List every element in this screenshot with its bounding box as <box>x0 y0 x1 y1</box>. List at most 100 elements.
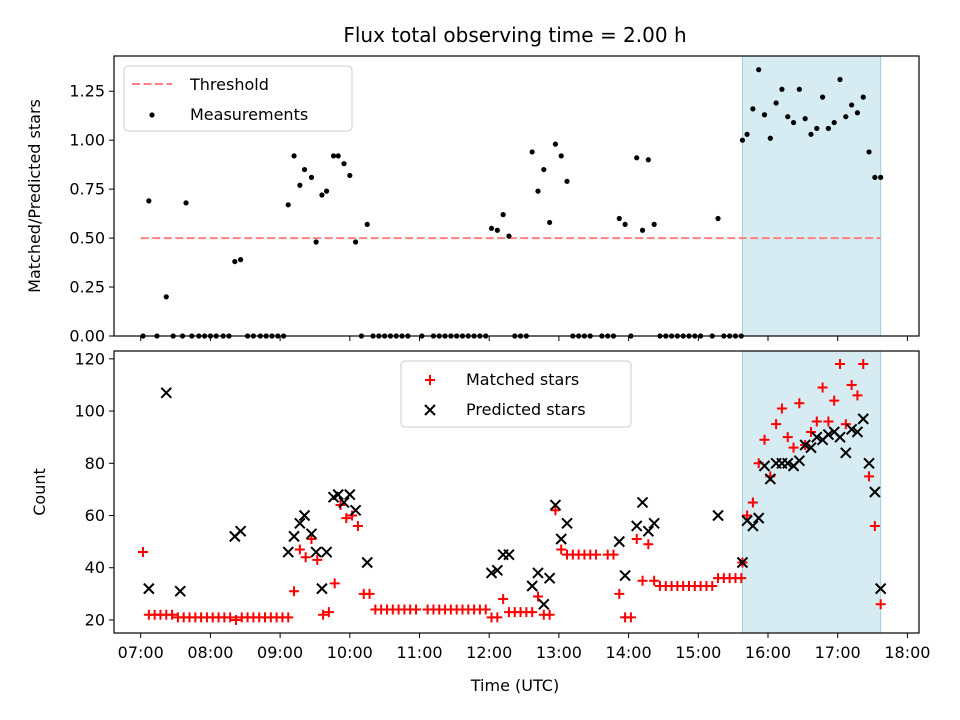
matched-star-point <box>138 547 149 558</box>
measurement-point <box>323 188 330 194</box>
matched-star-point <box>283 612 294 623</box>
predicted-star-point <box>793 454 806 467</box>
predicted-star-point <box>851 426 864 438</box>
x-axis-label: Time (UTC) <box>470 676 559 695</box>
bottom-legend-box <box>400 360 632 428</box>
matched-star-point <box>323 607 334 618</box>
bottom-y-tick-label: 120 <box>74 349 105 368</box>
predicted-star-point <box>799 439 811 451</box>
matched-star-point <box>864 471 875 482</box>
matched-star-point <box>544 609 555 620</box>
predicted-star-point <box>174 585 186 597</box>
legend-measurements-swatch <box>149 112 155 118</box>
bottom-y-axis-label: Count <box>30 468 49 516</box>
measurement-point <box>488 225 495 231</box>
x-tick-label: 16:00 <box>745 643 791 662</box>
x-tick-label: 17:00 <box>815 643 861 662</box>
measurement-point <box>849 102 855 108</box>
top-axes-frame <box>113 55 920 337</box>
measurement-point <box>313 239 319 245</box>
matched-star-point <box>411 604 422 615</box>
measurement-point <box>285 202 291 208</box>
measurement-point <box>779 86 785 92</box>
measurement-point <box>529 149 535 155</box>
top-panel: 0.00 0.25 0.50 0.75 1.00 1.25 Matched/Predicte… <box>25 55 920 346</box>
predicted-star-point <box>561 517 573 530</box>
measurement-point <box>796 86 802 92</box>
measurement-point <box>639 227 646 233</box>
measurement-point <box>297 182 303 188</box>
bottom-y-tick-label: 100 <box>74 402 105 421</box>
matched-star-point <box>782 432 793 443</box>
predicted-star-point <box>344 488 356 501</box>
predicted-star-point <box>834 431 846 443</box>
matched-star-point <box>858 359 869 370</box>
top-y-tick-label: 1.00 <box>69 131 105 150</box>
matched-star-point <box>352 520 363 531</box>
measurement-point <box>761 112 768 118</box>
matched-star-point <box>608 549 619 560</box>
measurement-point <box>494 227 500 233</box>
matched-star-point <box>550 505 561 516</box>
predicted-star-point <box>485 567 498 579</box>
bottom-axes-frame <box>113 350 920 634</box>
matched-star-point <box>625 612 636 623</box>
measurement-point <box>750 106 756 112</box>
measurement-point <box>715 215 721 222</box>
matched-star-point <box>306 534 317 544</box>
predicted-star-point <box>642 525 655 537</box>
predicted-star-point <box>840 447 852 459</box>
predicted-star-point <box>234 525 247 537</box>
predicted-star-point <box>549 499 562 511</box>
predicted-star-point <box>320 546 333 558</box>
measurement-point <box>558 153 564 159</box>
matched-star-point <box>736 573 747 584</box>
predicted-star-point <box>332 488 344 501</box>
matched-star-point <box>347 510 358 521</box>
top-y-tick-label: 0.00 <box>69 327 105 346</box>
legend-predicted-label: Predicted stars <box>466 400 586 419</box>
top-highlight-span <box>741 55 882 337</box>
matched-star-point <box>776 403 787 414</box>
predicted-star-point <box>631 520 643 532</box>
measurement-point <box>146 198 152 204</box>
measurement-point <box>319 192 325 198</box>
measurement-point <box>564 178 570 184</box>
x-tick-label: 08:00 <box>187 643 233 662</box>
matched-star-point <box>835 359 846 370</box>
predicted-star-point <box>538 598 550 610</box>
measurement-point <box>860 94 866 100</box>
measurement-point <box>802 116 808 122</box>
matched-star-point <box>294 544 305 555</box>
measurement-point <box>500 212 506 218</box>
predicted-star-point <box>863 457 875 469</box>
matched-star-point <box>364 588 375 599</box>
matched-star-point <box>591 549 602 560</box>
x-tick-label: 18:00 <box>884 643 930 662</box>
measurement-point <box>163 294 169 300</box>
matched-star-point <box>794 398 805 409</box>
bottom-y-tick-label: 20 <box>85 610 105 629</box>
matched-star-point <box>637 575 648 586</box>
measurement-point <box>330 153 337 159</box>
predicted-star-point <box>349 504 362 516</box>
measurement-point <box>825 125 831 132</box>
bottom-y-tick-label: 40 <box>85 558 105 577</box>
measurement-point <box>814 125 820 132</box>
matched-star-point <box>823 416 834 427</box>
measurement-point <box>183 200 189 206</box>
predicted-star-point <box>503 548 515 561</box>
measurement-point <box>837 76 843 83</box>
predicted-star-point <box>316 582 328 595</box>
x-tick-label: 09:00 <box>257 643 303 662</box>
measurement-point <box>232 258 238 265</box>
predicted-star-point <box>822 428 835 441</box>
predicted-star-point <box>869 486 881 498</box>
predicted-star-point <box>555 533 567 545</box>
measurement-point <box>831 119 837 126</box>
matched-star-point <box>498 594 509 605</box>
top-y-axis-label: Matched/Predicted stars <box>25 99 44 293</box>
legend-matched-swatch <box>425 375 435 385</box>
predicted-star-point <box>288 530 300 543</box>
